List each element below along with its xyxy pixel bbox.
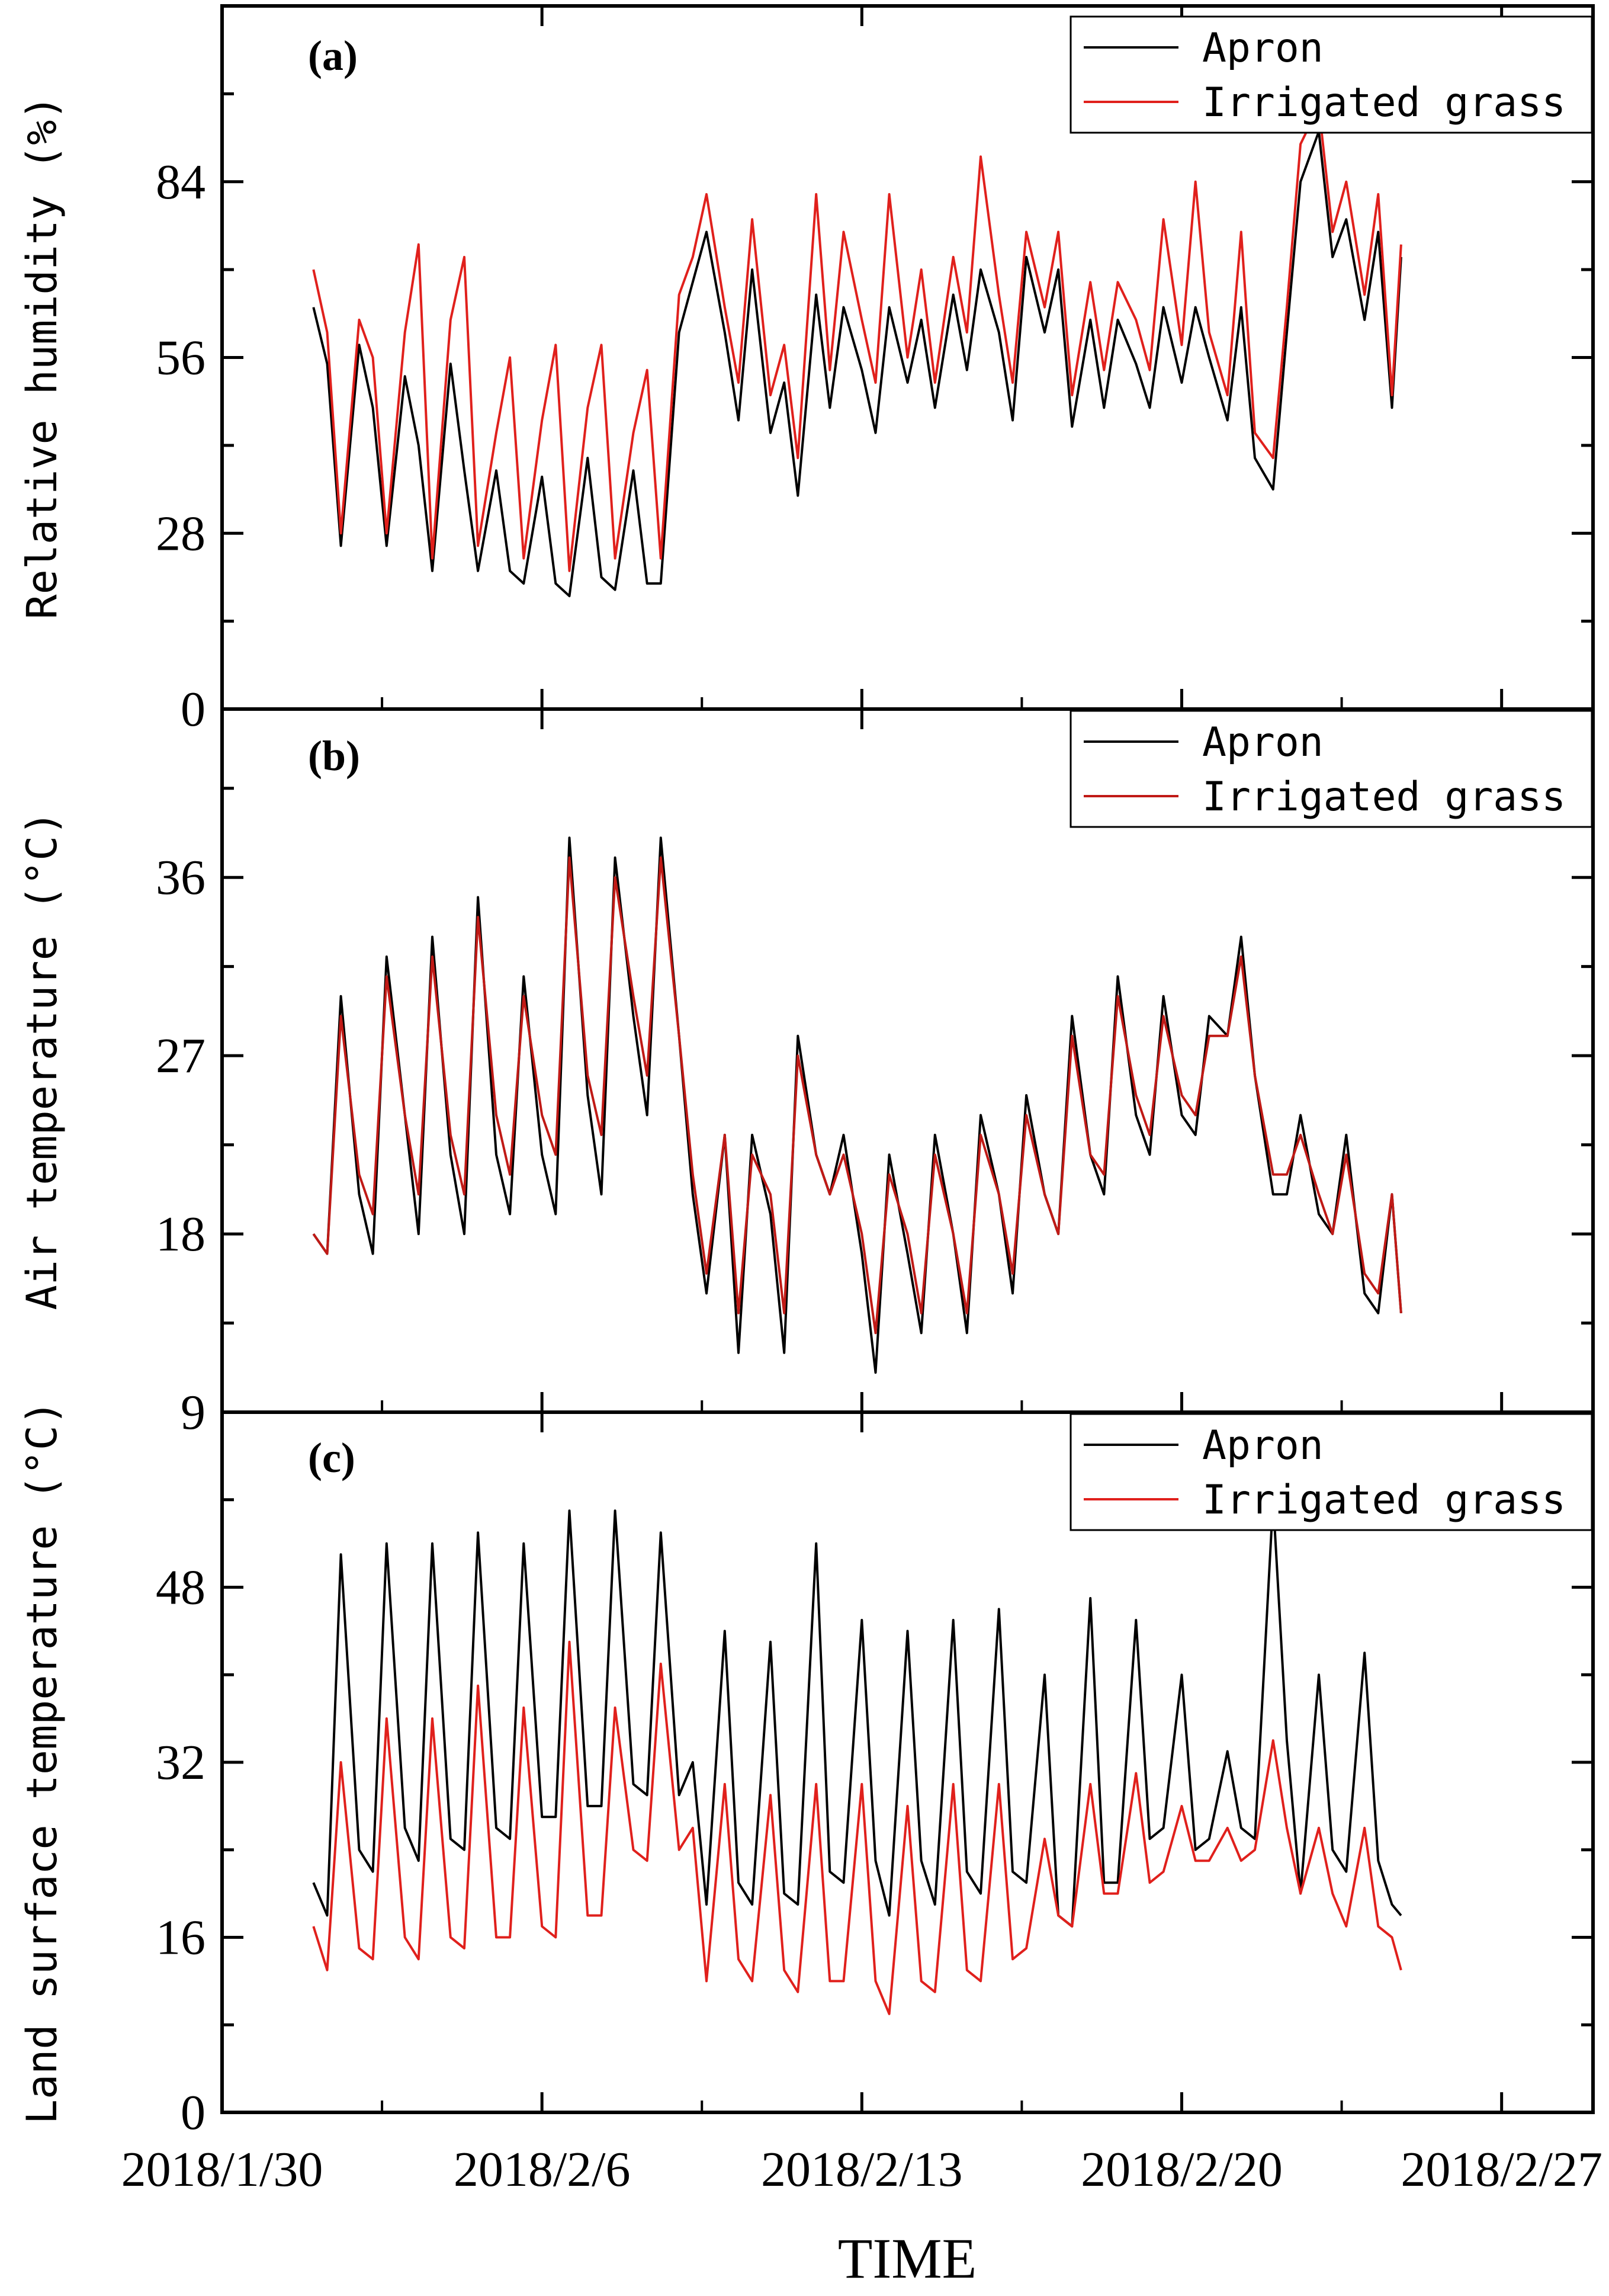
panel-c-ytick-label: 48 (156, 1560, 205, 1615)
x-tick-label: 2018/2/20 (1081, 2142, 1283, 2197)
panel-a-series-apron (312, 130, 1402, 598)
panel-a-label: (a) (308, 32, 358, 79)
legend-b-apron-label: Apron (1202, 719, 1324, 766)
panel-c-label: (c) (308, 1434, 355, 1482)
panel-c-ytick-label: 16 (156, 1910, 205, 1965)
panel-b-series-grass (312, 856, 1402, 1335)
legend-a-grass-label: Irrigated grass (1202, 79, 1566, 126)
panel-b-ytick-label: 27 (156, 1028, 205, 1083)
panel-b-ylabel: Air temperature (°C) (18, 811, 66, 1310)
panel-c-series-apron (312, 1498, 1402, 1928)
panel-c-ytick-label: 32 (156, 1735, 205, 1790)
panel-a-ylabel: Relative humidity (%) (18, 95, 66, 619)
panel-b-ytick-label: 18 (156, 1207, 205, 1262)
panel-a-ytick-label: 28 (156, 506, 205, 561)
panel-c-series-grass (312, 1640, 1402, 2015)
panel-a-ytick-label: 84 (156, 155, 205, 210)
legend-c-grass-label: Irrigated grass (1202, 1477, 1566, 1524)
panel-a-series-grass (312, 105, 1402, 572)
panel-b-ytick-label: 36 (156, 850, 205, 905)
legend-a-apron-label: Apron (1202, 25, 1324, 72)
panel-c-ylabel: Land surface temperature (°C) (18, 1400, 66, 2124)
x-tick-label: 2018/2/27 (1401, 2142, 1602, 2197)
panel-b-series-apron (312, 836, 1402, 1374)
legend-b: Apron Irrigated grass (1070, 710, 1593, 828)
legend-b-grass-label: Irrigated grass (1202, 774, 1566, 820)
panel-b-ytick-label: 9 (181, 1385, 205, 1440)
x-tick-label: 2018/2/13 (761, 2142, 963, 2197)
panel-a-ytick-label: 0 (181, 682, 205, 737)
legend-c: Apron Irrigated grass (1070, 1413, 1593, 1531)
panel-b-label: (b) (308, 732, 360, 780)
x-tick-label: 2018/2/6 (454, 2142, 631, 2197)
legend-c-apron-label: Apron (1202, 1422, 1324, 1469)
x-tick-label: 2018/1/30 (121, 2142, 323, 2197)
panel-a-ytick-label: 56 (156, 331, 205, 386)
legend-a: Apron Irrigated grass (1070, 15, 1593, 134)
x-axis-title: TIME (838, 2227, 977, 2290)
panel-c-ytick-label: 0 (181, 2085, 205, 2140)
